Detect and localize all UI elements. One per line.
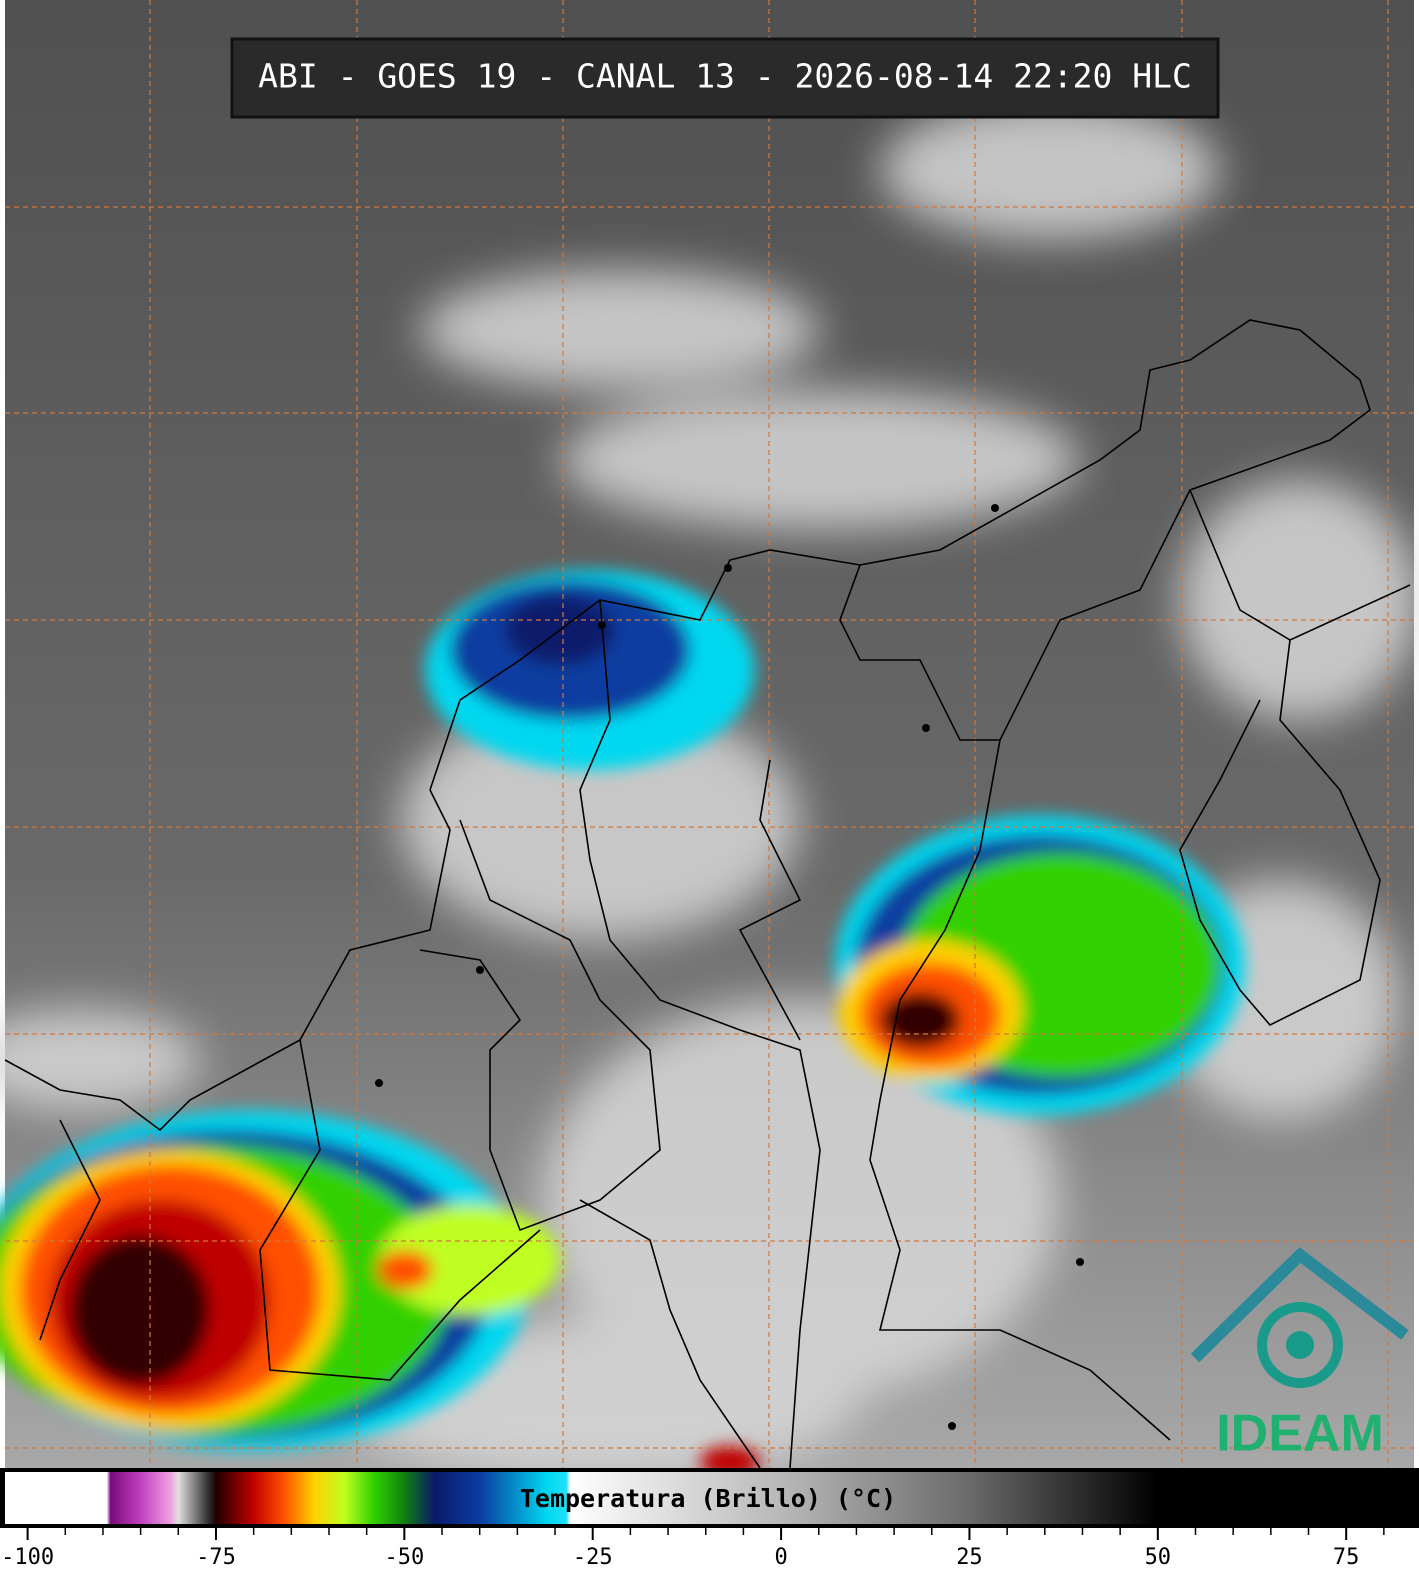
lat-lon-grid — [5, 0, 1414, 1468]
logo: IDEAM — [1190, 1247, 1409, 1463]
tick-label: -50 — [384, 1545, 424, 1570]
tick-label: 0 — [774, 1545, 787, 1570]
title-box — [230, 37, 1220, 119]
tick-label: 50 — [1145, 1545, 1172, 1570]
tick-label: 75 — [1333, 1545, 1360, 1570]
city-markers — [375, 504, 1084, 1430]
colorbar — [5, 1472, 1414, 1524]
tick-label: -100 — [1, 1545, 54, 1570]
tick-label: -75 — [196, 1545, 236, 1570]
tick-label: -25 — [573, 1545, 613, 1570]
colorbar-label: Temperatura (Brillo) (°C) — [520, 1484, 896, 1513]
colorbar-ramp — [5, 1472, 1414, 1524]
satellite-image — [0, 0, 1419, 1480]
borders — [4, 319, 1411, 1469]
title: ABI - GOES 19 - CANAL 13 - 2026-08-14 22… — [258, 57, 1192, 96]
tick-label: 25 — [956, 1545, 983, 1570]
logo-text: IDEAM — [1216, 1405, 1384, 1463]
